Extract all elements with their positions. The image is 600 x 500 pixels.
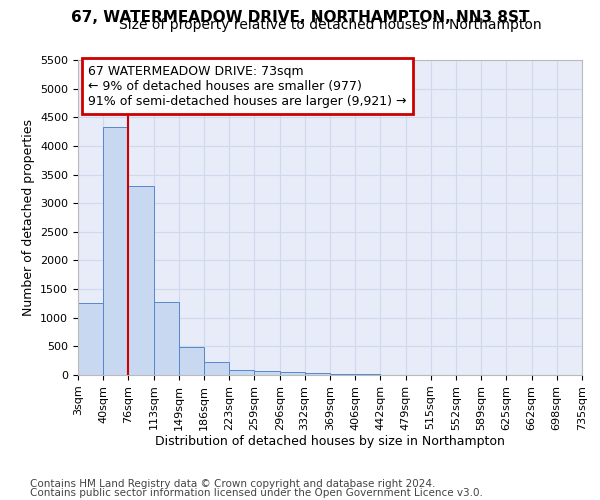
Y-axis label: Number of detached properties: Number of detached properties	[22, 119, 35, 316]
Text: Contains public sector information licensed under the Open Government Licence v3: Contains public sector information licen…	[30, 488, 483, 498]
Bar	[229, 370, 254, 375]
Bar	[204, 362, 229, 375]
Bar	[103, 127, 128, 375]
Title: Size of property relative to detached houses in Northampton: Size of property relative to detached ho…	[119, 18, 541, 32]
Bar	[330, 374, 355, 375]
Bar	[280, 372, 305, 375]
Bar	[305, 372, 330, 375]
X-axis label: Distribution of detached houses by size in Northampton: Distribution of detached houses by size …	[155, 436, 505, 448]
Bar	[78, 303, 103, 375]
Text: 67, WATERMEADOW DRIVE, NORTHAMPTON, NN3 8ST: 67, WATERMEADOW DRIVE, NORTHAMPTON, NN3 …	[71, 10, 529, 25]
Bar	[355, 374, 380, 375]
Text: Contains HM Land Registry data © Crown copyright and database right 2024.: Contains HM Land Registry data © Crown c…	[30, 479, 436, 489]
Bar	[179, 347, 204, 375]
Bar	[254, 370, 280, 375]
Bar	[128, 186, 154, 375]
Bar	[154, 302, 179, 375]
Text: 67 WATERMEADOW DRIVE: 73sqm
← 9% of detached houses are smaller (977)
91% of sem: 67 WATERMEADOW DRIVE: 73sqm ← 9% of deta…	[88, 64, 407, 108]
